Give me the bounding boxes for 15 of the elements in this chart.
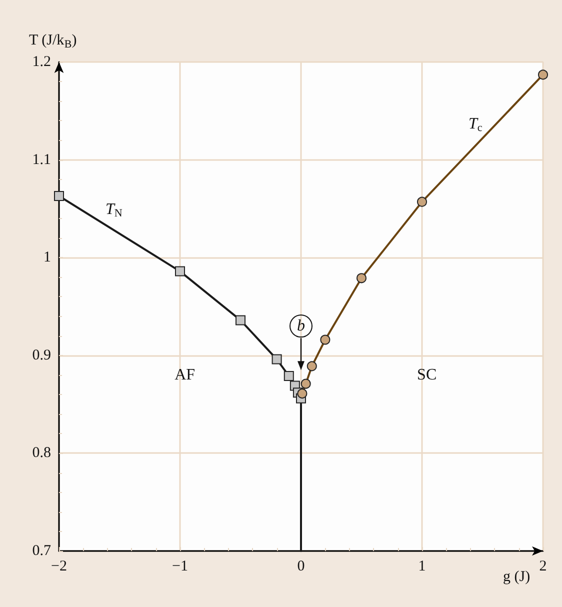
annotation: SC	[417, 366, 437, 384]
annotation: b	[297, 318, 305, 335]
y-tick-label: 0.7	[32, 543, 52, 559]
annotation: AF	[174, 366, 196, 384]
x-tick-label: 2	[539, 558, 547, 574]
y-tick-label: 1.2	[32, 54, 51, 70]
x-tick-label: −2	[51, 558, 67, 574]
x-tick-label: 0	[297, 558, 305, 574]
x-axis-title: g (J)	[503, 569, 530, 585]
x-tick-label: 1	[418, 558, 426, 574]
y-tick-label: 0.9	[32, 347, 51, 364]
y-tick-label: 1	[44, 250, 51, 266]
y-tick-label: 0.8	[32, 445, 51, 462]
y-tick-label: 1.1	[32, 152, 51, 168]
x-tick-label: −1	[172, 558, 188, 574]
